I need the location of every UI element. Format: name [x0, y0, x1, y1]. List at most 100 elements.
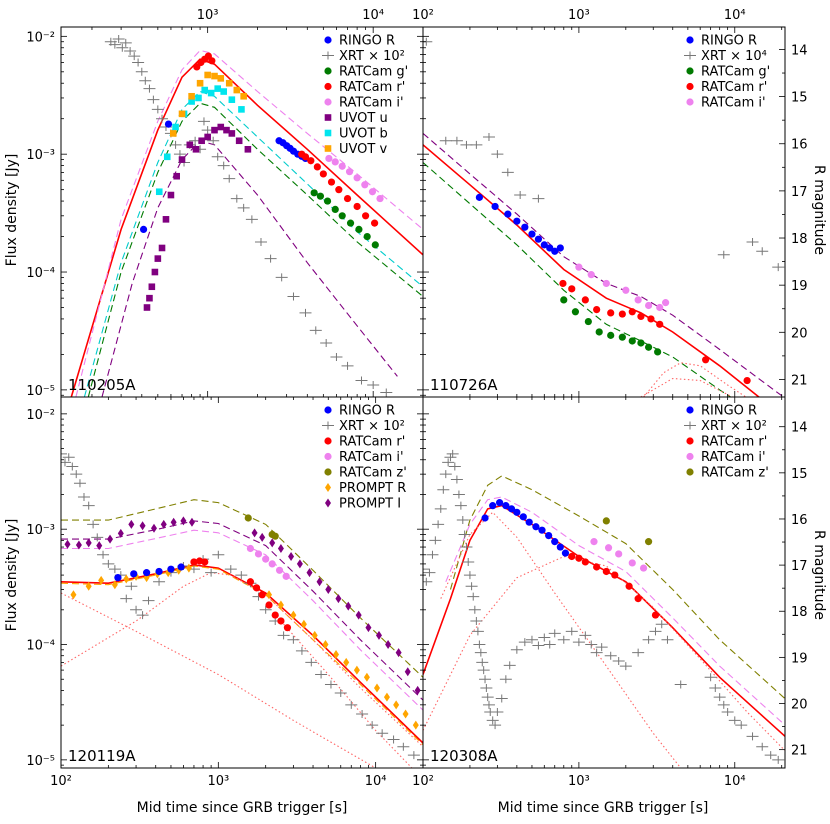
- series-ringo-r: [114, 563, 185, 582]
- point-xrt-10: [467, 592, 480, 601]
- point-prompt-r: [393, 700, 400, 710]
- point-prompt-i: [325, 584, 332, 594]
- point-prompt-r: [98, 575, 105, 585]
- series-ratcam-g: [310, 189, 379, 249]
- point-xrt-10: [147, 95, 160, 104]
- point-uvot-v: [233, 86, 241, 94]
- point-prompt-i: [277, 544, 284, 554]
- x-tick-label: 10³: [207, 774, 229, 789]
- x-tick-label: 10²: [412, 774, 434, 789]
- point-xrt-10: [61, 449, 67, 458]
- point-prompt-r: [300, 619, 307, 629]
- mag-tick-label: 14: [791, 43, 808, 58]
- point-xrt-10: [525, 635, 538, 644]
- point-xrt-10: [197, 117, 210, 126]
- point-ratcam-i: [331, 158, 339, 166]
- legend-marker-ratcam-z: [324, 468, 332, 476]
- point-ratcam-z: [602, 517, 610, 525]
- point-prompt-r: [70, 590, 77, 600]
- point-ringo-r: [551, 247, 559, 255]
- point-xrt-10: [376, 729, 389, 738]
- point-xrt-10: [97, 550, 110, 559]
- point-xrt-10: [169, 140, 182, 149]
- point-ratcam-i: [282, 572, 290, 580]
- panel-title: 110726A: [430, 376, 498, 394]
- point-ratcam-g: [618, 333, 626, 341]
- legend-marker-ratcam-r: [324, 437, 332, 445]
- point-xrt-10: [429, 536, 442, 545]
- series-ratcam-i: [590, 538, 648, 572]
- legend-label: PROMPT I: [339, 497, 401, 512]
- point-uvot-u: [178, 156, 186, 163]
- point-prompt-r: [85, 581, 92, 591]
- point-xrt-10: [143, 84, 156, 93]
- point-xrt-10: [503, 661, 516, 670]
- point-ratcam-i: [587, 271, 595, 279]
- legend-label: RATCam i': [339, 96, 404, 111]
- point-uvot-u: [192, 146, 200, 153]
- point-prompt-i: [170, 517, 177, 527]
- point-xrt-10: [380, 388, 393, 397]
- legend-label: RATCam r': [701, 435, 767, 450]
- point-prompt-i: [251, 528, 258, 538]
- point-ratcam-i: [345, 168, 354, 176]
- curve-model-i: [75, 49, 423, 397]
- point-ringo-r: [528, 230, 536, 238]
- point-xrt-10: [245, 215, 258, 224]
- legend-marker-ratcam-r: [686, 82, 694, 91]
- point-ratcam-g: [310, 189, 318, 197]
- point-uvot-b: [201, 86, 209, 94]
- point-xrt-10: [557, 635, 570, 644]
- mag-tick-label: 17: [791, 185, 808, 200]
- legend-marker-ratcam-g: [324, 67, 332, 75]
- point-prompt-r: [322, 640, 329, 650]
- y-axis-label-bottom: Flux density [Jy]: [4, 519, 20, 632]
- curve-model-g: [87, 102, 423, 397]
- point-ratcam-r: [201, 558, 209, 566]
- point-xrt-10: [432, 520, 445, 529]
- point-ratcam-r: [568, 552, 576, 561]
- point-xrt-10: [367, 380, 380, 389]
- point-ratcam-r: [283, 624, 292, 632]
- point-ratcam-i: [325, 154, 333, 163]
- point-ratcam-r: [301, 153, 310, 161]
- point-ratcam-g: [346, 219, 355, 227]
- point-ratcam-i: [604, 544, 613, 552]
- point-ratcam-r: [593, 563, 601, 571]
- point-ratcam-r: [607, 309, 615, 317]
- point-ringo-r: [521, 223, 529, 231]
- mag-tick-label: 21: [791, 744, 808, 759]
- point-ratcam-i: [262, 555, 270, 563]
- point-ratcam-r: [265, 601, 273, 609]
- point-uvot-b: [172, 123, 179, 131]
- point-xrt-10: [108, 40, 121, 49]
- legend-label: RATCam r': [701, 80, 767, 95]
- point-ringo-r: [540, 241, 548, 249]
- point-prompt-i: [414, 685, 421, 695]
- plot-area: [70, 34, 423, 397]
- point-xrt-10: [655, 620, 668, 629]
- point-uvot-b: [214, 85, 222, 92]
- point-ringo-r: [519, 513, 527, 521]
- point-xrt-10: [746, 732, 759, 741]
- mag-axis-label-top: R magnitude: [811, 165, 827, 255]
- point-xrt-10: [230, 194, 243, 203]
- point-uvot-u: [173, 172, 180, 180]
- point-prompt-r: [277, 600, 284, 610]
- point-xrt-10: [82, 501, 95, 510]
- point-xrt-10: [345, 700, 358, 709]
- point-xrt-10: [532, 194, 545, 203]
- point-xrt-10: [604, 651, 617, 660]
- point-prompt-i: [180, 516, 187, 526]
- point-ringo-r: [561, 549, 570, 557]
- legend-label: RATCam i': [339, 450, 404, 465]
- curve-fit-r: [70, 58, 423, 397]
- point-xrt-10: [135, 67, 148, 76]
- x-tick-label: 10⁴: [362, 8, 384, 23]
- point-ringo-r: [502, 502, 510, 510]
- legend-marker-ratcam-i: [324, 98, 332, 106]
- point-xrt-10: [491, 150, 504, 159]
- point-ratcam-z: [644, 538, 653, 546]
- point-uvot-u: [146, 294, 153, 302]
- point-xrt-10: [456, 516, 469, 525]
